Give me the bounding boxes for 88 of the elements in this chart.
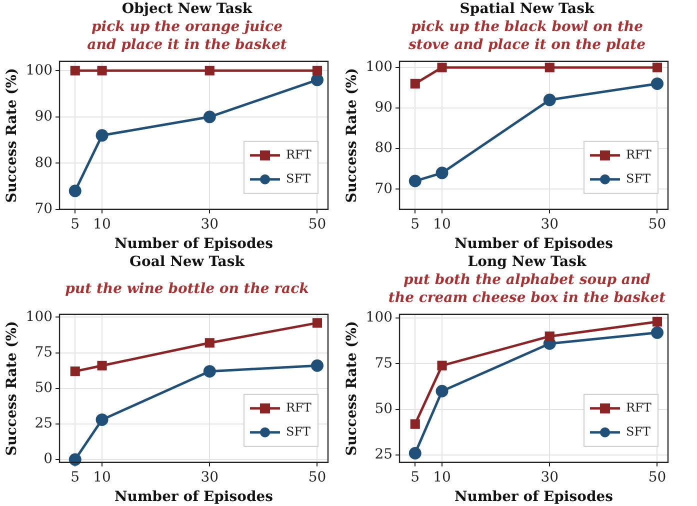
chart-subtitle: put the wine bottle on the rack <box>64 280 310 298</box>
chart-title: Long New Task <box>466 253 588 271</box>
y-tick-label: 100 <box>366 310 393 326</box>
point <box>650 77 664 90</box>
point <box>68 184 82 198</box>
point <box>312 318 322 328</box>
point <box>310 74 324 86</box>
chart-title: Object New Task <box>120 0 254 18</box>
x-tick-label: 5 <box>410 216 420 232</box>
x-tick-label: 10 <box>433 469 451 486</box>
chart-title: Spatial New Task <box>458 0 596 18</box>
x-axis-title: Number of Episodes <box>454 236 614 252</box>
chart-subtitle: put both the alphabet soup and the cream cheese box in the basket <box>387 271 667 307</box>
y-tick-label: 70 <box>374 180 393 197</box>
point <box>437 360 447 370</box>
x-tick-label: 30 <box>200 469 219 486</box>
x-tick-label: 50 <box>648 216 666 232</box>
x-tick-label: 5 <box>410 469 420 486</box>
legend-label: SFT <box>626 424 651 439</box>
point <box>544 62 554 72</box>
x-tick-label: 10 <box>93 469 111 486</box>
x-axis-title: Number of Episodes <box>114 489 274 506</box>
point <box>652 62 662 72</box>
chart-title: Goal New Task <box>128 253 246 271</box>
x-tick-label: 30 <box>540 469 559 486</box>
y-axis-title: Success Rate (%) <box>4 68 20 203</box>
point <box>410 419 420 429</box>
legend-label: RFT <box>286 400 312 415</box>
point <box>310 359 324 372</box>
y-tick-label: 50 <box>374 401 393 418</box>
point <box>408 447 422 460</box>
y-tick-label: 100 <box>26 308 53 325</box>
y-tick-label: 70 <box>34 201 53 218</box>
point <box>408 174 422 188</box>
y-tick-label: 0 <box>44 451 53 468</box>
legend-label: RFT <box>286 148 312 162</box>
point <box>96 413 108 426</box>
point <box>437 62 447 72</box>
x-tick-label: 10 <box>93 216 111 232</box>
point <box>203 110 216 124</box>
point <box>96 129 108 142</box>
point <box>97 66 107 76</box>
y-tick-label: 100 <box>366 59 393 76</box>
y-tick-label: 90 <box>374 100 393 116</box>
point <box>410 78 420 88</box>
legend-label: RFT <box>626 400 652 415</box>
point <box>543 94 556 106</box>
legend-label: SFT <box>286 172 311 186</box>
x-tick-label: 5 <box>70 216 80 232</box>
point <box>70 366 80 376</box>
point <box>204 338 214 348</box>
x-tick-label: 30 <box>200 216 219 232</box>
legend-label: SFT <box>626 172 651 186</box>
point <box>68 453 82 466</box>
x-tick-label: 10 <box>433 216 451 232</box>
x-axis-title: Number of Episodes <box>114 236 274 252</box>
y-tick-label: 50 <box>34 380 53 396</box>
y-axis-title: Success Rate (%) <box>344 68 360 203</box>
y-tick-label: 75 <box>374 355 393 372</box>
legend-label: RFT <box>626 148 652 162</box>
y-tick-label: 75 <box>34 344 53 360</box>
y-tick-label: 25 <box>374 446 393 463</box>
y-axis-title: Success Rate (%) <box>4 321 20 456</box>
point <box>203 365 216 378</box>
chart-subtitle: pick up the orange juice and place it in the basket <box>86 18 288 54</box>
x-tick-label: 30 <box>540 216 559 232</box>
y-tick-label: 80 <box>34 154 53 171</box>
y-tick-label: 100 <box>26 62 53 78</box>
point <box>97 360 107 370</box>
point <box>652 316 662 326</box>
chart-subtitle: pick up the black bowl on the stove and place it on the plate <box>407 18 647 54</box>
y-axis-title: Success Rate (%) <box>344 321 360 456</box>
point <box>436 166 448 180</box>
x-tick-label: 50 <box>648 469 666 486</box>
point <box>650 326 664 339</box>
y-tick-label: 90 <box>34 108 53 125</box>
point <box>312 66 322 76</box>
x-tick-label: 5 <box>70 469 80 486</box>
point <box>70 66 80 76</box>
point <box>544 332 554 342</box>
x-tick-label: 50 <box>308 469 326 486</box>
point <box>436 384 448 398</box>
y-tick-label: 80 <box>374 140 393 156</box>
legend-label: SFT <box>286 424 311 439</box>
x-tick-label: 50 <box>308 216 326 232</box>
x-axis-title: Number of Episodes <box>454 489 614 506</box>
y-tick-label: 25 <box>34 416 53 432</box>
point <box>204 66 214 76</box>
